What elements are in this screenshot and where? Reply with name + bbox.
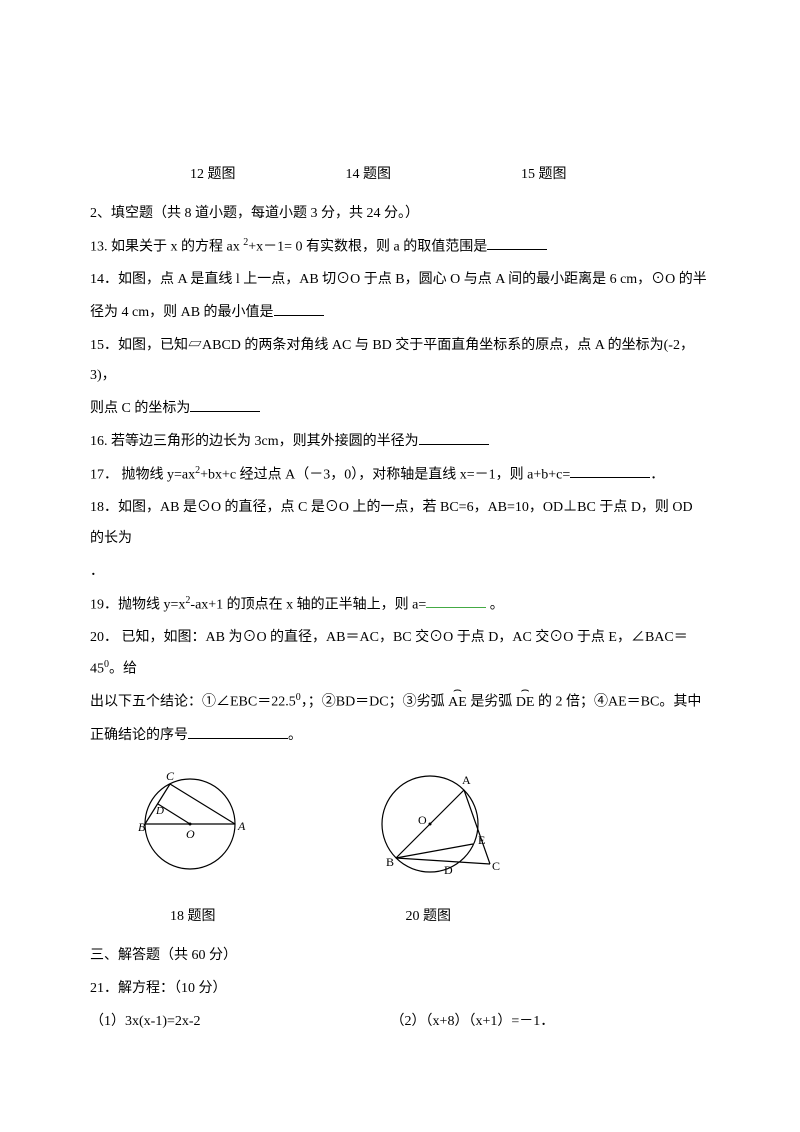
q17-blank [570,464,650,478]
q18-l1: 18．如图，AB 是⊙O 的直径，点 C 是⊙O 上的一点，若 BC=6，AB=… [90,500,693,546]
caption-14: 14 题图 [346,160,392,191]
figure-20: A O E B D C [360,764,520,897]
label-E20: E [478,833,485,847]
figure-18: B C D O A [120,764,260,897]
question-21-equations: （1）3x(x-1)=2x-2 （2）（x+8）（x+1）=－1． [90,1007,710,1038]
label-A: A [237,819,246,833]
q20-l2-pre: 出以下五个结论：①∠EBC＝22.5 [90,695,296,710]
q17-post: +bx+c 经过点 A（－3，0），对称轴是直线 x=－1，则 a+b+c= [200,467,570,482]
caption-12: 12 题图 [190,160,236,191]
q20-l3: 正确结论的序号 [90,728,188,743]
question-20-line1: 20． 已知，如图：AB 为⊙O 的直径，AB＝AC，BC 交⊙O 于点 D，A… [90,623,710,685]
figure-20-svg: A O E B D C [360,764,520,884]
q14-l2-text: 径为 4 cm，则 AB 的最小值是 [90,305,274,320]
q13-text-pre: 13. 如果关于 x 的方程 ax [90,239,243,254]
caption-20: 20 题图 [406,902,452,933]
figure-caption-row-top: 12 题图 14 题图 15 题图 [90,160,710,191]
label-O: O [186,827,195,841]
arc-DE: DE [516,688,535,719]
q20-l1-pre: 20． 已知，如图：AB 为⊙O 的直径，AB＝AC，BC 交⊙O 于点 D，A… [90,630,688,676]
label-C20: C [492,859,500,873]
figure-caption-row-mid: 18 题图 20 题图 [90,902,710,933]
q17-end: ． [650,467,664,482]
label-B: B [138,820,146,834]
q13-text-post: +x－1= 0 有实数根，则 a 的取值范围是 [248,239,487,254]
q16-text: 16. 若等边三角形的边长为 3cm，则其外接圆的半径为 [90,434,419,449]
caption-15: 15 题图 [521,160,567,191]
question-18-line2: ． [90,557,710,588]
q19-end: 。 [486,597,504,612]
figures-row: B C D O A A O E B D C [120,764,710,897]
caption-18: 18 题图 [170,902,216,933]
q15-blank [190,398,260,412]
q15-l2-text: 则点 C 的坐标为 [90,401,190,416]
q17-pre: 17． 抛物线 y=ax [90,467,195,482]
q14-blank [274,302,324,316]
label-D20: D [444,863,453,877]
q13-blank [487,236,547,250]
label-A20: A [462,773,471,787]
label-B20: B [386,855,394,869]
figure-18-svg: B C D O A [120,764,260,874]
label-C: C [166,769,175,783]
q21-eq2: （2）（x+8）（x+1）=－1． [391,1007,555,1038]
q20-l2-mid2: 是劣弧 [467,695,516,710]
question-21-title: 21．解方程：（10 分） [90,974,710,1005]
section-2-header: 2、填空题（共 8 道小题，每道小题 3 分，共 24 分。） [90,199,710,230]
q16-blank [419,431,489,445]
q20-l2-post: 的 2 倍；④AE＝BC。其中 [534,695,701,710]
q21-eq1: （1）3x(x-1)=2x-2 [90,1007,201,1038]
q19-post: -ax+1 的顶点在 x 轴的正半轴上，则 a= [190,597,426,612]
label-D: D [155,805,164,817]
arc-AE: AE [448,688,467,719]
q20-l3-end: 。 [288,728,302,743]
question-20-line3: 正确结论的序号 。 [90,721,710,752]
q20-l1-post: 。给 [109,662,137,677]
label-O20: O [418,813,427,827]
q19-pre: 19．抛物线 y=x [90,597,185,612]
question-15-line1: 15．如图，已知▱ABCD 的两条对角线 AC 与 BD 交于平面直角坐标系的原… [90,331,710,393]
question-16: 16. 若等边三角形的边长为 3cm，则其外接圆的半径为 [90,427,710,458]
section-3-header: 三、解答题（共 60 分） [90,941,710,972]
question-14-line2: 径为 4 cm，则 AB 的最小值是 [90,298,710,329]
question-13: 13. 如果关于 x 的方程 ax 2+x－1= 0 有实数根，则 a 的取值范… [90,232,710,263]
q18-blank [132,528,140,542]
question-20-line2: 出以下五个结论：①∠EBC＝22.50，；②BD＝DC；③劣弧 AE 是劣弧 D… [90,687,710,718]
question-14-line1: 14．如图，点 A 是直线 l 上一点，AB 切⊙O 于点 B，圆心 O 与点 … [90,265,710,296]
q19-blank [426,594,486,608]
question-19: 19．抛物线 y=x2-ax+1 的顶点在 x 轴的正半轴上，则 a= 。 [90,590,710,621]
question-17: 17． 抛物线 y=ax2+bx+c 经过点 A（－3，0），对称轴是直线 x=… [90,460,710,491]
q20-blank [188,725,288,739]
question-15-line2: 则点 C 的坐标为 [90,394,710,425]
q20-l2-mid: ，；②BD＝DC；③劣弧 [301,695,448,710]
question-18-line1: 18．如图，AB 是⊙O 的直径，点 C 是⊙O 上的一点，若 BC=6，AB=… [90,493,710,555]
